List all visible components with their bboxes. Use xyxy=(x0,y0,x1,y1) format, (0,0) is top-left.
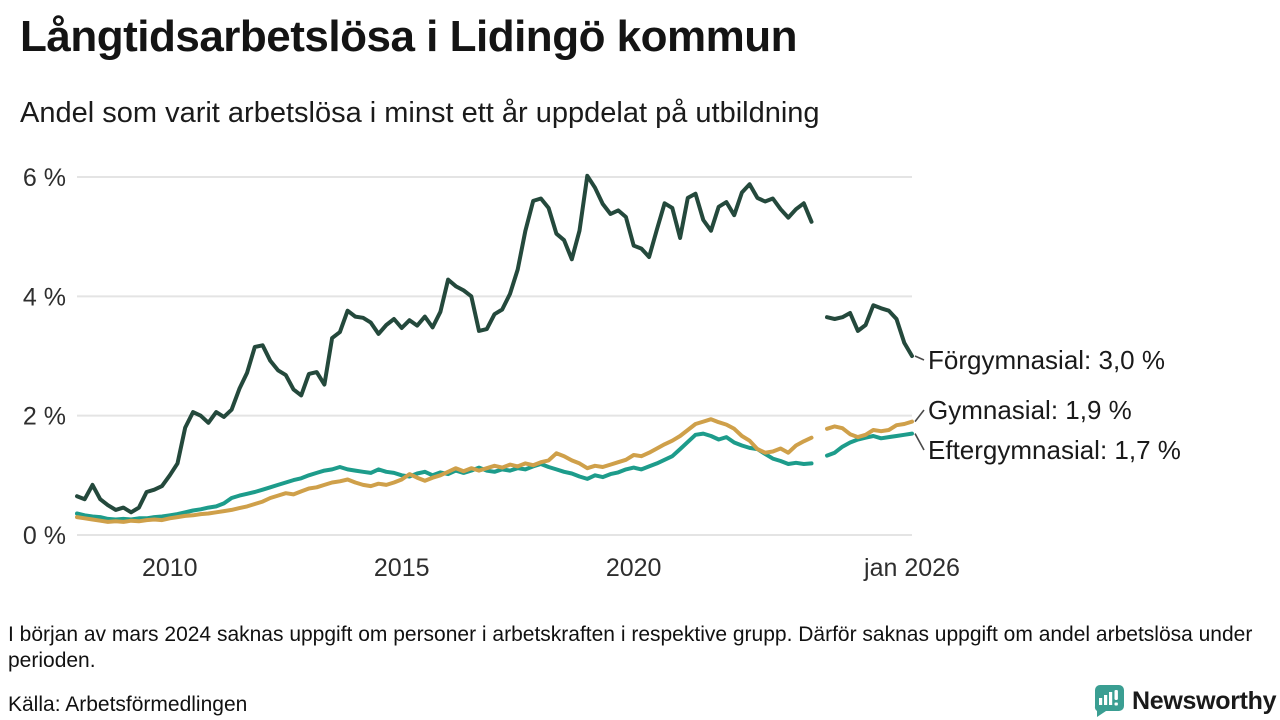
page-subtitle: Andel som varit arbetslösa i minst ett å… xyxy=(20,97,820,129)
x-tick-label: jan 2026 xyxy=(863,554,960,582)
bar-chart-speech-bubble-icon xyxy=(1094,685,1124,717)
x-tick-label: 2020 xyxy=(606,554,662,582)
y-tick-label: 2 % xyxy=(23,403,66,431)
branding: Newsworthy xyxy=(1092,684,1277,718)
label-connector xyxy=(914,433,925,451)
series-line-förgymnasial xyxy=(75,173,914,515)
series-line-gymnasial xyxy=(75,417,914,524)
source-line: Källa: Arbetsförmedlingen xyxy=(8,693,248,716)
series-label-forgymnasial: Förgymnasial: 3,0 % xyxy=(928,345,1165,375)
footnote: I början av mars 2024 saknas uppgift om … xyxy=(8,623,1253,672)
line-chart: 0 % 2 % 4 % 6 % 2010 2015 2020 jan 2026 xyxy=(23,164,960,582)
series-label-gymnasial: Gymnasial: 1,9 % xyxy=(928,395,1132,425)
label-connector xyxy=(914,409,925,423)
label-connector xyxy=(914,355,925,361)
x-tick-label: 2015 xyxy=(374,554,430,582)
brand-name: Newsworthy xyxy=(1132,686,1277,715)
y-tick-label: 4 % xyxy=(23,283,66,311)
series-label-eftergymnasial: Eftergymnasial: 1,7 % xyxy=(928,435,1181,465)
y-tick-label: 0 % xyxy=(23,522,66,550)
series-line-eftergymnasial xyxy=(75,431,914,522)
y-tick-label: 6 % xyxy=(23,164,66,192)
page-title: Långtidsarbetslösa i Lidingö kommun xyxy=(20,12,798,61)
x-tick-label: 2010 xyxy=(142,554,198,582)
